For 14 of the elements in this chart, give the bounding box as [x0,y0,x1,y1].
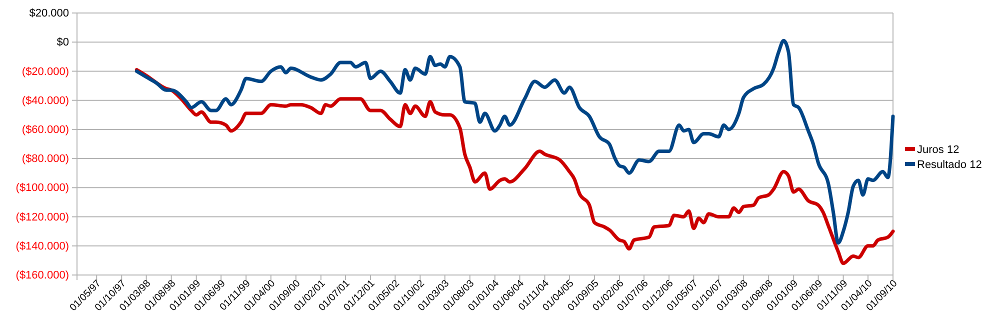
y-tick-label: ($100.000) [16,182,69,194]
line-series [134,38,895,245]
y-tick-label: $0 [56,36,69,49]
y-tick-label: ($140.000) [16,240,69,252]
y-tick-label: ($20.000) [22,66,69,78]
y-tick-label: ($40.000) [22,94,69,107]
y-tick-label: ($80.000) [22,153,69,166]
y-tick-label: ($120.000) [16,211,69,224]
legend-label: Resultado 12 [917,159,982,171]
legend-label: Juros 12 [917,144,960,156]
y-tick-label: ($160.000) [16,270,69,282]
y-tick-label: ($60.000) [22,124,69,136]
y-tick-label: $20.000 [29,8,69,20]
line-series [134,68,895,266]
